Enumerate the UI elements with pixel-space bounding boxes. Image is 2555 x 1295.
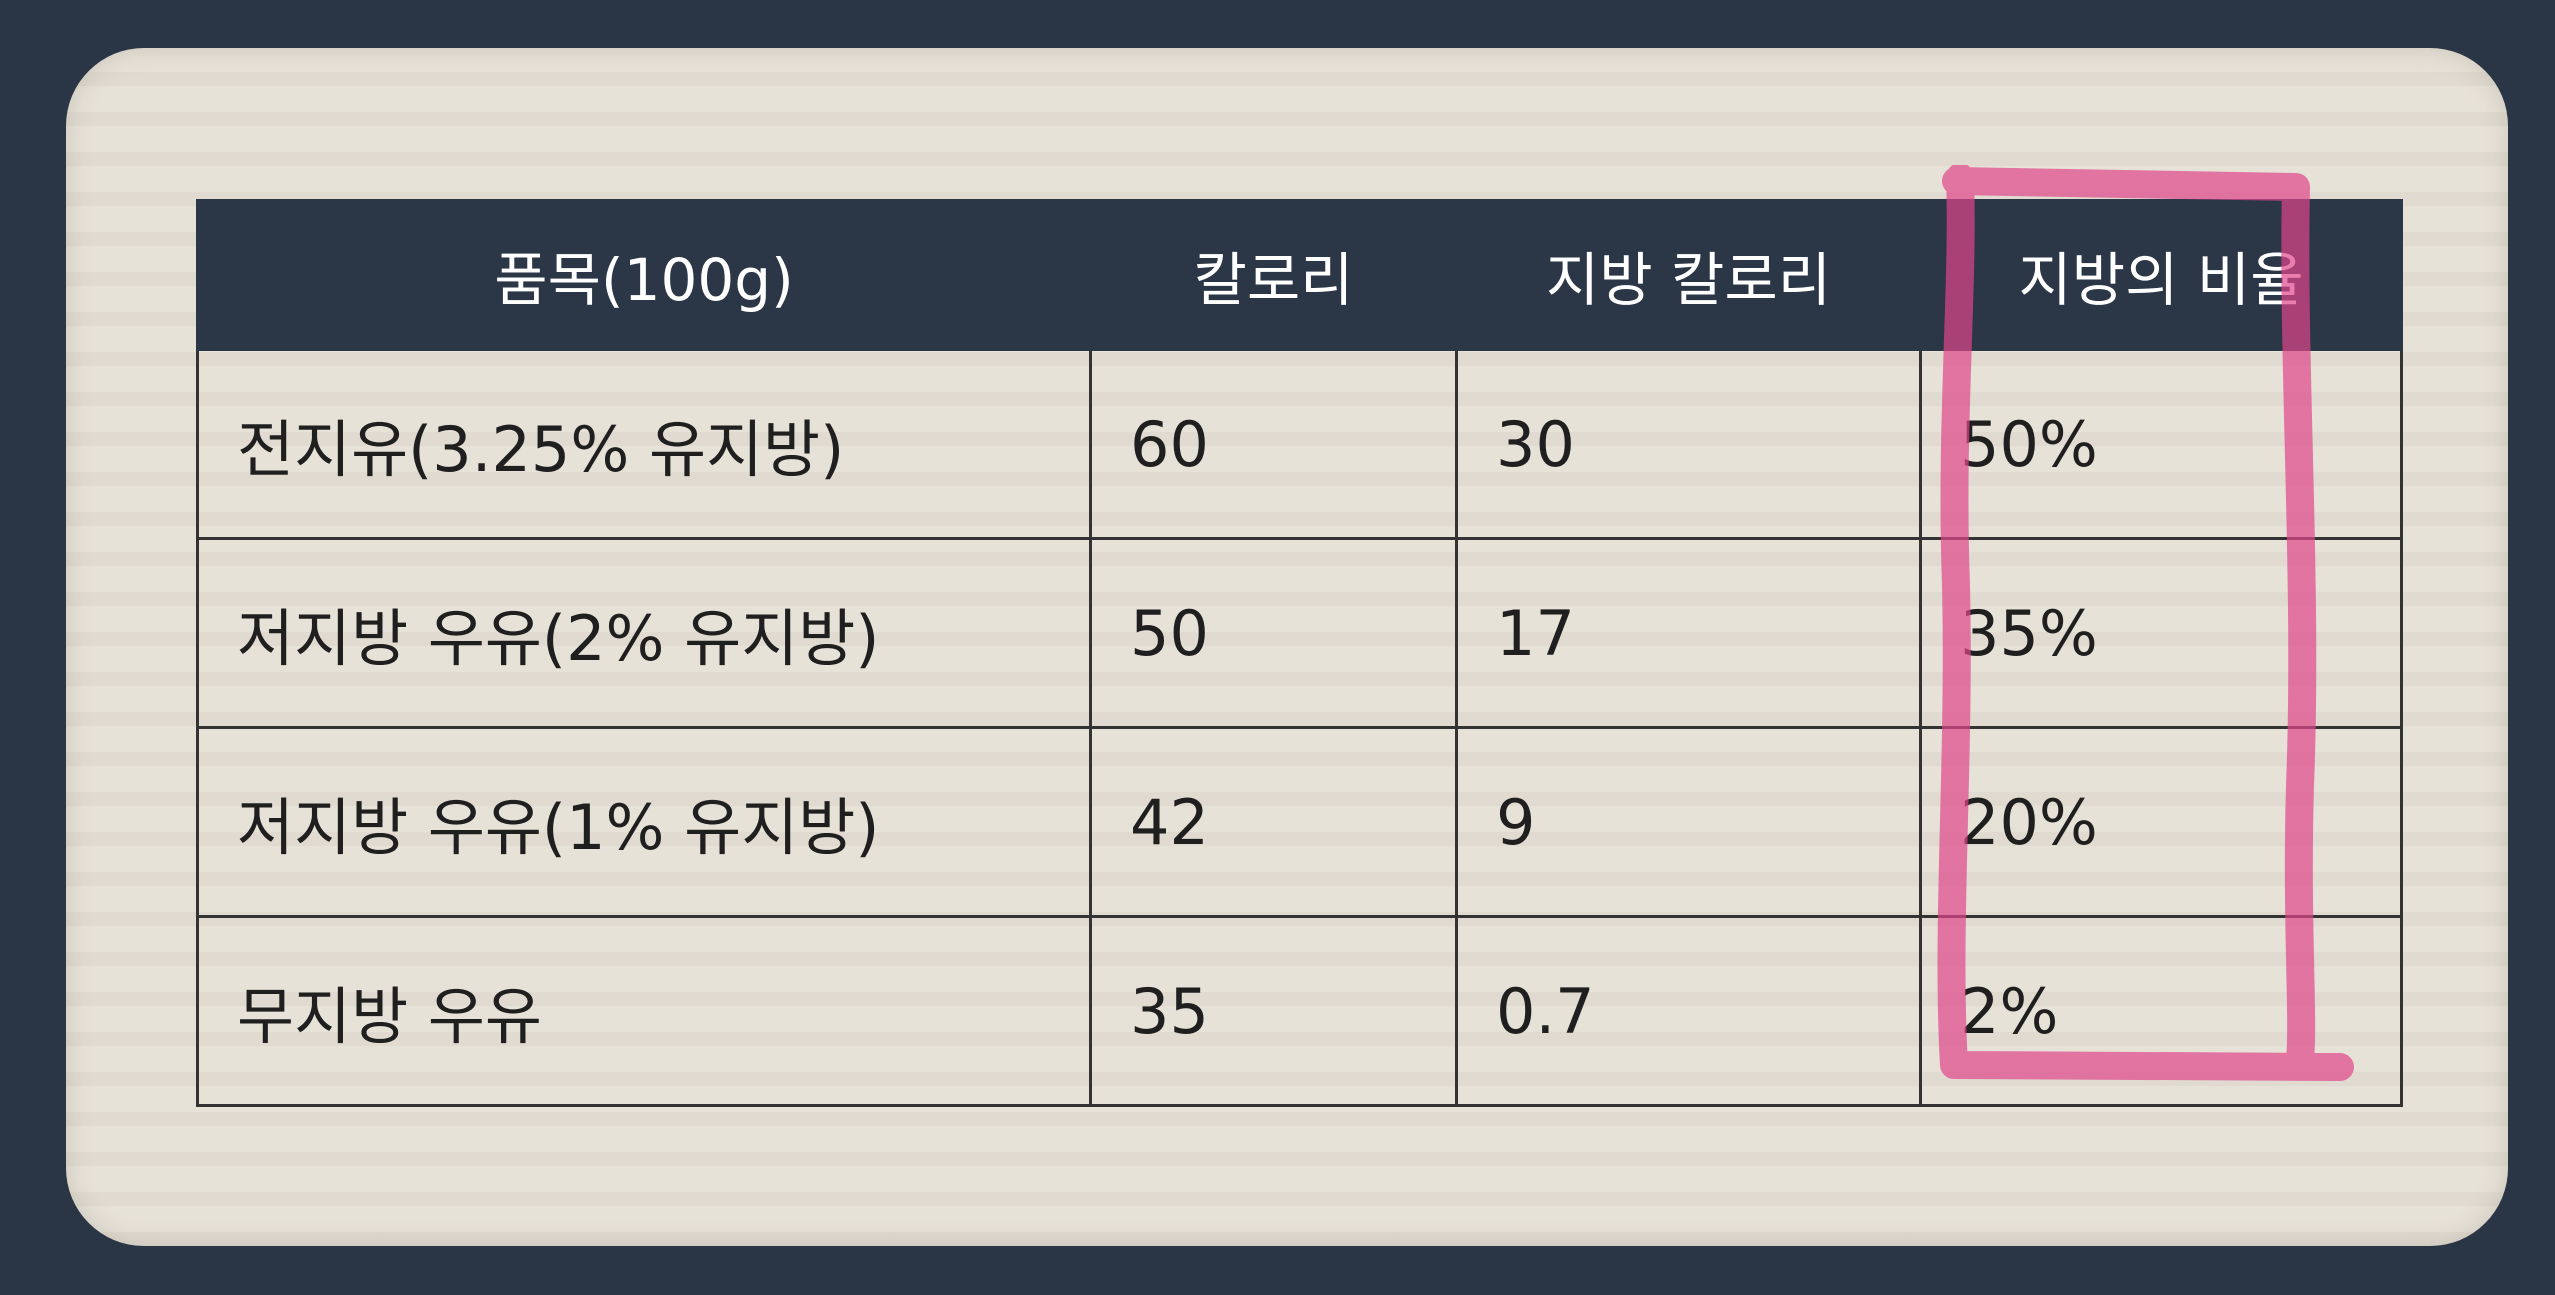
- cell-fat-ratio: 35%: [1919, 537, 2403, 729]
- table-row: 무지방 우유 35 0.7 2%: [196, 915, 2403, 1107]
- cell-item: 전지유(3.25% 유지방): [196, 348, 1092, 540]
- cell-fat-ratio: 50%: [1919, 348, 2403, 540]
- header-fat-ratio: 지방의 비율: [1919, 199, 2403, 351]
- header-item: 품목(100g): [196, 199, 1092, 351]
- milk-fat-table: 품목(100g) 칼로리 지방 칼로리 지방의 비율 전지유(3.25% 유지방…: [196, 199, 2403, 1107]
- cell-fat-ratio: 20%: [1919, 726, 2403, 918]
- cell-fat-calories: 30: [1455, 348, 1922, 540]
- cell-fat-calories: 0.7: [1455, 915, 1922, 1107]
- header-calories: 칼로리: [1089, 199, 1458, 351]
- cell-item: 저지방 우유(2% 유지방): [196, 537, 1092, 729]
- cell-item: 무지방 우유: [196, 915, 1092, 1107]
- cell-fat-calories: 9: [1455, 726, 1922, 918]
- cell-calories: 35: [1089, 915, 1458, 1107]
- table-row: 저지방 우유(2% 유지방) 50 17 35%: [196, 537, 2403, 729]
- cell-calories: 42: [1089, 726, 1458, 918]
- cell-calories: 50: [1089, 537, 1458, 729]
- cell-fat-ratio: 2%: [1919, 915, 2403, 1107]
- header-fat-calories: 지방 칼로리: [1455, 199, 1922, 351]
- cell-fat-calories: 17: [1455, 537, 1922, 729]
- cell-item: 저지방 우유(1% 유지방): [196, 726, 1092, 918]
- table-header-row: 품목(100g) 칼로리 지방 칼로리 지방의 비율: [196, 199, 2403, 351]
- cell-calories: 60: [1089, 348, 1458, 540]
- table-row: 저지방 우유(1% 유지방) 42 9 20%: [196, 726, 2403, 918]
- table-row: 전지유(3.25% 유지방) 60 30 50%: [196, 348, 2403, 540]
